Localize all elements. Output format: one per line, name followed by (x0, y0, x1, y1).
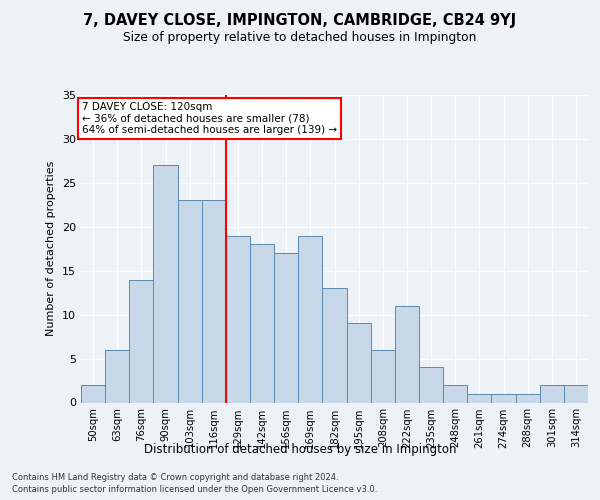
Bar (491, 394, 515, 402)
Bar (250, 244, 274, 402)
Y-axis label: Number of detached properties: Number of detached properties (46, 161, 56, 336)
Bar (202, 200, 226, 402)
Bar (371, 350, 395, 403)
Bar (178, 200, 202, 402)
Bar (322, 288, 347, 403)
Bar (105, 350, 129, 403)
Bar (395, 306, 419, 402)
Bar (154, 166, 178, 402)
Text: 7, DAVEY CLOSE, IMPINGTON, CAMBRIDGE, CB24 9YJ: 7, DAVEY CLOSE, IMPINGTON, CAMBRIDGE, CB… (83, 12, 517, 28)
Bar (540, 385, 564, 402)
Bar (274, 253, 298, 402)
Bar (81, 385, 105, 402)
Bar (467, 394, 491, 402)
Bar (347, 324, 371, 402)
Bar (443, 385, 467, 402)
Bar (419, 368, 443, 402)
Text: Size of property relative to detached houses in Impington: Size of property relative to detached ho… (124, 31, 476, 44)
Bar (226, 236, 250, 402)
Bar (298, 236, 322, 402)
Text: Contains public sector information licensed under the Open Government Licence v3: Contains public sector information licen… (12, 485, 377, 494)
Text: 7 DAVEY CLOSE: 120sqm
← 36% of detached houses are smaller (78)
64% of semi-deta: 7 DAVEY CLOSE: 120sqm ← 36% of detached … (82, 102, 337, 135)
Bar (564, 385, 588, 402)
Text: Distribution of detached houses by size in Impington: Distribution of detached houses by size … (144, 442, 456, 456)
Bar (515, 394, 540, 402)
Text: Contains HM Land Registry data © Crown copyright and database right 2024.: Contains HM Land Registry data © Crown c… (12, 472, 338, 482)
Bar (129, 280, 154, 402)
